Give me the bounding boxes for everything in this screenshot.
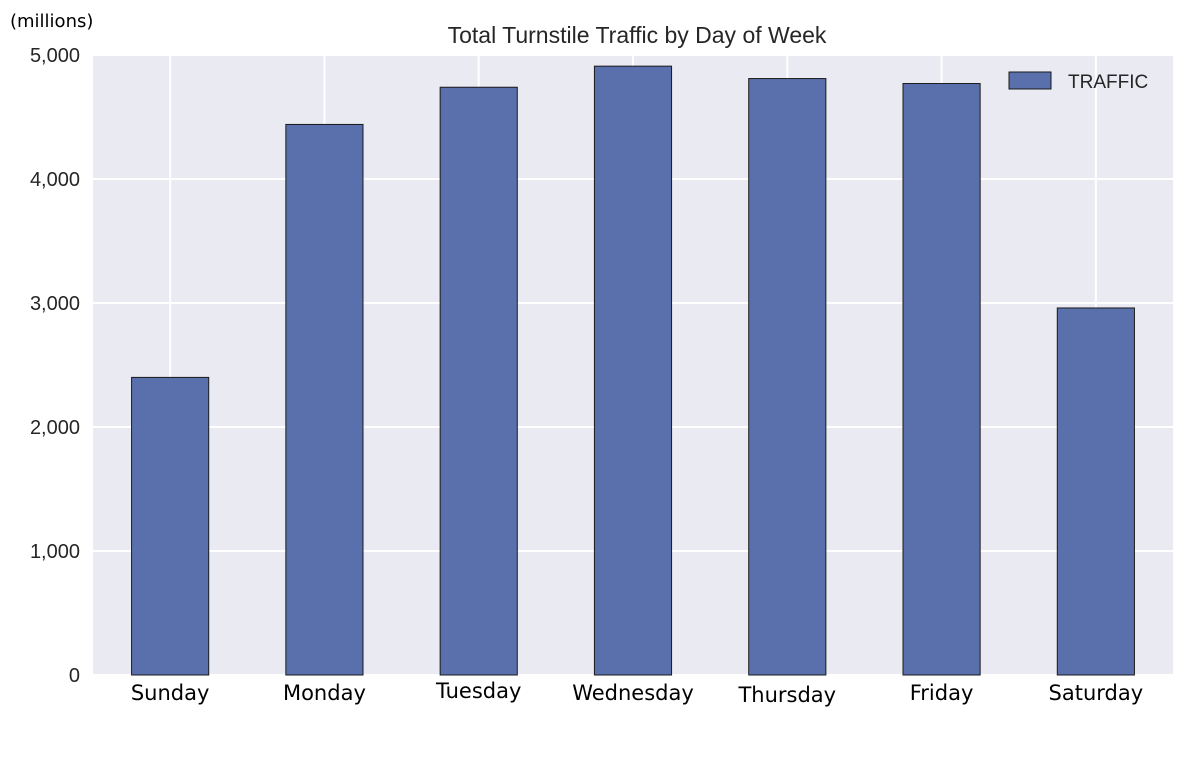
bar-monday — [285, 123, 364, 676]
legend-swatch-traffic — [1008, 71, 1052, 90]
chart-title: Total Turnstile Traffic by Day of Week — [448, 22, 827, 48]
x-tick-label-sunday: Sunday — [131, 681, 210, 705]
x-axis-ticks: Sunday Monday Tuesday Wednesday Thursday Frid… — [131, 679, 1143, 707]
bar-tuesday — [439, 86, 518, 676]
bars — [131, 65, 1135, 676]
y-tick-label-1: 1,000 — [30, 541, 80, 563]
y-tick-label-4: 4,000 — [30, 169, 80, 191]
bar-friday — [902, 83, 981, 676]
x-tick-label-monday: Monday — [283, 681, 366, 705]
y-unit-label: (millions) — [10, 11, 93, 32]
x-tick-label-tuesday: Tuesday — [435, 679, 521, 703]
y-axis-ticks: 0 1,000 2,000 3,000 4,000 5,000 — [30, 45, 80, 687]
legend-label-traffic: TRAFFIC — [1068, 72, 1148, 93]
legend: TRAFFIC — [1008, 71, 1148, 93]
bar-wednesday — [593, 65, 673, 676]
bar-sunday — [131, 376, 210, 676]
y-tick-label-5: 5,000 — [30, 45, 80, 67]
bar-thursday — [748, 78, 827, 676]
bar-saturday — [1056, 307, 1135, 676]
y-tick-label-2: 2,000 — [30, 417, 80, 439]
x-tick-label-saturday: Saturday — [1049, 681, 1144, 705]
y-tick-label-0: 0 — [69, 665, 80, 687]
y-tick-label-3: 3,000 — [30, 293, 80, 315]
x-tick-label-wednesday: Wednesday — [572, 681, 694, 705]
x-tick-label-thursday: Thursday — [737, 683, 836, 707]
x-tick-label-friday: Friday — [910, 681, 974, 705]
